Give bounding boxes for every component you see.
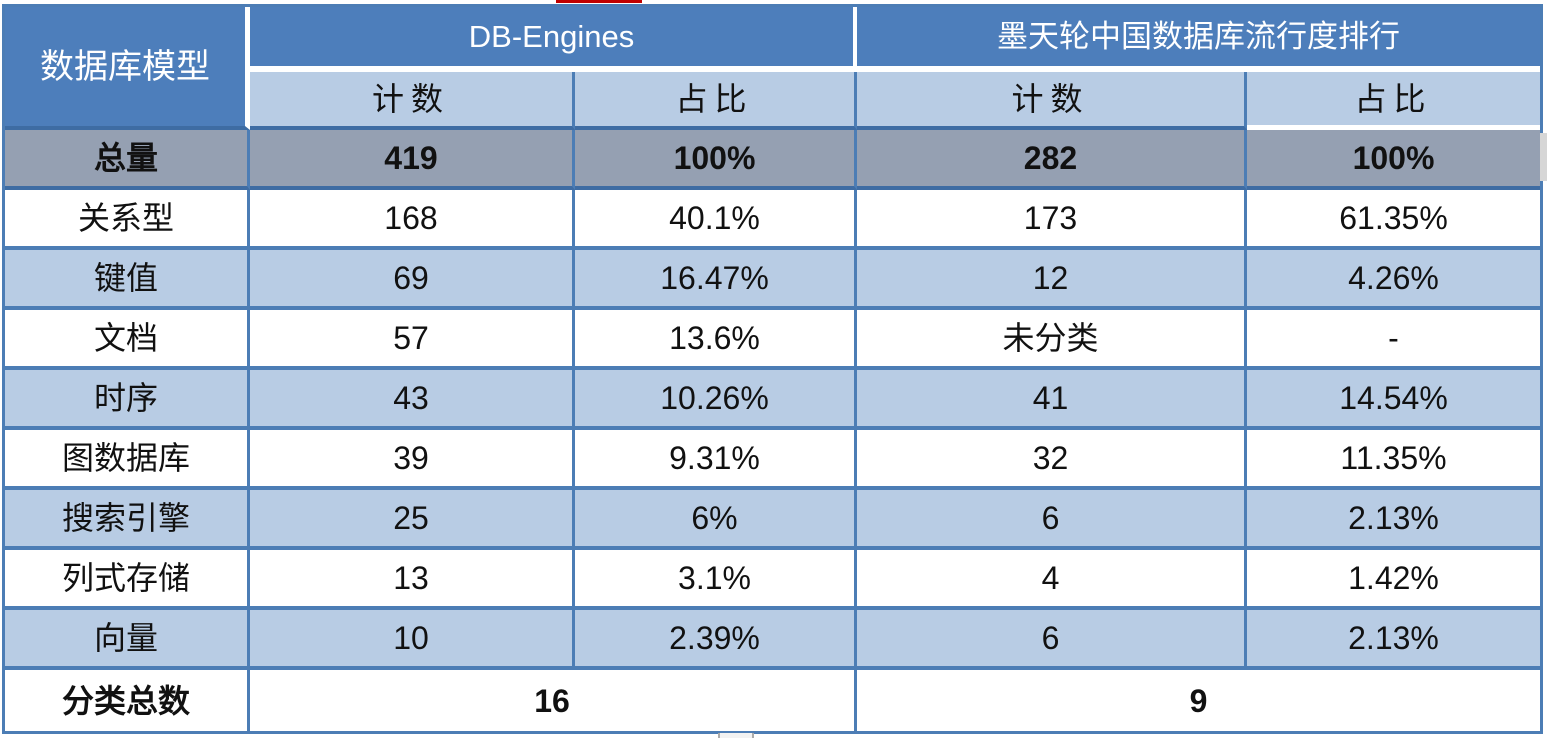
cell-mt-share: 4.26% xyxy=(1247,250,1540,310)
cell-db-share: 16.47% xyxy=(575,250,857,310)
cell-db-count: 25 xyxy=(250,490,575,550)
column-group-motianlun: 墨天轮中国数据库流行度排行 xyxy=(857,7,1540,72)
cell-db-share: 13.6% xyxy=(575,310,857,370)
cell-db-share: 9.31% xyxy=(575,430,857,490)
cell-mt-share: 14.54% xyxy=(1247,370,1540,430)
footer-db-category-total: 16 xyxy=(250,670,857,731)
cell-mt-count: 6 xyxy=(857,490,1247,550)
cell-db-share: 10.26% xyxy=(575,370,857,430)
red-line-artifact xyxy=(556,0,642,3)
row-label: 关系型 xyxy=(5,190,250,250)
cell-db-count: 13 xyxy=(250,550,575,610)
cell-mt-share: 2.13% xyxy=(1247,610,1540,670)
row-label: 搜索引擎 xyxy=(5,490,250,550)
subheader-mt-share: 占比 xyxy=(1247,72,1540,130)
database-model-comparison-table: 数据库模型 DB-Engines 墨天轮中国数据库流行度排行 计数 占比 计数 … xyxy=(2,4,1543,734)
scrollbar-fragment-artifact xyxy=(1540,133,1547,181)
cell-mt-count: 12 xyxy=(857,250,1247,310)
column-group-db-engines: DB-Engines xyxy=(250,7,857,72)
cell-mt-share: 2.13% xyxy=(1247,490,1540,550)
cell-db-share: 100% xyxy=(575,130,857,190)
cell-db-count: 43 xyxy=(250,370,575,430)
cell-mt-count: 4 xyxy=(857,550,1247,610)
footer-mt-category-total: 9 xyxy=(857,670,1540,731)
cell-mt-share: 11.35% xyxy=(1247,430,1540,490)
row-label: 列式存储 xyxy=(5,550,250,610)
row-label: 时序 xyxy=(5,370,250,430)
cell-mt-share: 1.42% xyxy=(1247,550,1540,610)
cell-db-count: 10 xyxy=(250,610,575,670)
corner-header-cell: 数据库模型 xyxy=(5,7,250,130)
cell-db-share: 6% xyxy=(575,490,857,550)
row-label: 总量 xyxy=(5,130,250,190)
row-label: 向量 xyxy=(5,610,250,670)
footer-label: 分类总数 xyxy=(5,670,250,731)
cell-mt-share: 100% xyxy=(1247,130,1540,190)
subheader-db-count: 计数 xyxy=(250,72,575,130)
cell-mt-count: 32 xyxy=(857,430,1247,490)
cell-db-count: 168 xyxy=(250,190,575,250)
cell-mt-count: 41 xyxy=(857,370,1247,430)
cell-db-count: 57 xyxy=(250,310,575,370)
cell-db-count: 69 xyxy=(250,250,575,310)
bottom-edge-artifact xyxy=(718,733,754,738)
cell-db-share: 40.1% xyxy=(575,190,857,250)
row-label: 文档 xyxy=(5,310,250,370)
row-label: 键值 xyxy=(5,250,250,310)
cell-mt-share: 61.35% xyxy=(1247,190,1540,250)
cell-mt-count: 173 xyxy=(857,190,1247,250)
cell-db-share: 3.1% xyxy=(575,550,857,610)
row-label: 图数据库 xyxy=(5,430,250,490)
cell-mt-count: 6 xyxy=(857,610,1247,670)
subheader-mt-count: 计数 xyxy=(857,72,1247,130)
subheader-db-share: 占比 xyxy=(575,72,857,130)
cell-mt-count: 未分类 xyxy=(857,310,1247,370)
cell-db-count: 419 xyxy=(250,130,575,190)
cell-mt-count: 282 xyxy=(857,130,1247,190)
cell-db-share: 2.39% xyxy=(575,610,857,670)
cell-mt-share: - xyxy=(1247,310,1540,370)
cell-db-count: 39 xyxy=(250,430,575,490)
